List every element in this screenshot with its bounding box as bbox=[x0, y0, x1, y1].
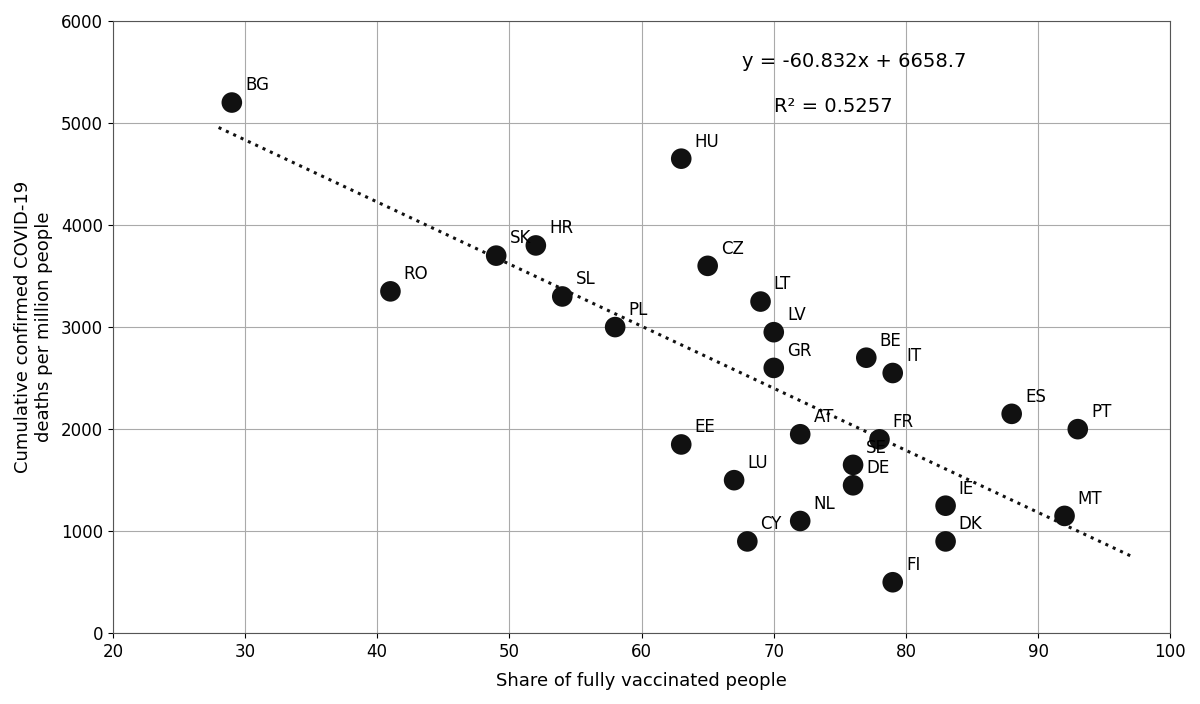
Text: IT: IT bbox=[906, 347, 922, 365]
Text: BG: BG bbox=[245, 76, 269, 94]
Point bbox=[883, 367, 902, 379]
Text: DK: DK bbox=[959, 515, 983, 533]
Text: FI: FI bbox=[906, 556, 920, 574]
Point bbox=[1055, 510, 1074, 522]
Text: LT: LT bbox=[774, 275, 791, 294]
Text: MT: MT bbox=[1078, 490, 1103, 508]
Point bbox=[606, 322, 625, 333]
Point bbox=[883, 577, 902, 588]
Text: CY: CY bbox=[761, 515, 782, 533]
Text: BE: BE bbox=[880, 332, 901, 350]
Point bbox=[553, 291, 572, 302]
Point bbox=[764, 327, 784, 338]
Point bbox=[936, 536, 955, 547]
Text: LU: LU bbox=[748, 454, 768, 472]
Text: LV: LV bbox=[787, 306, 805, 324]
Point bbox=[698, 260, 718, 272]
Text: SE: SE bbox=[866, 439, 887, 457]
Text: R² = 0.5257: R² = 0.5257 bbox=[774, 97, 893, 116]
Point bbox=[1002, 408, 1021, 420]
Text: SL: SL bbox=[576, 270, 595, 289]
Text: NL: NL bbox=[814, 495, 835, 513]
Point bbox=[857, 352, 876, 363]
Point bbox=[764, 363, 784, 374]
Point bbox=[751, 296, 770, 307]
Point bbox=[936, 500, 955, 511]
Text: AT: AT bbox=[814, 408, 834, 426]
Point bbox=[725, 474, 744, 486]
Point bbox=[844, 459, 863, 470]
Point bbox=[527, 240, 546, 251]
Text: SK: SK bbox=[510, 230, 530, 248]
Point bbox=[738, 536, 757, 547]
Point bbox=[672, 153, 691, 164]
X-axis label: Share of fully vaccinated people: Share of fully vaccinated people bbox=[496, 672, 787, 690]
Text: HR: HR bbox=[550, 219, 574, 237]
Point bbox=[486, 250, 505, 261]
Y-axis label: Cumulative confirmed COVID-19
deaths per million people: Cumulative confirmed COVID-19 deaths per… bbox=[14, 181, 53, 473]
Text: y = -60.832x + 6658.7: y = -60.832x + 6658.7 bbox=[742, 51, 966, 70]
Text: GR: GR bbox=[787, 341, 811, 360]
Text: PT: PT bbox=[1091, 403, 1111, 421]
Point bbox=[844, 479, 863, 491]
Text: CZ: CZ bbox=[721, 239, 744, 258]
Text: ES: ES bbox=[1025, 388, 1045, 406]
Text: DE: DE bbox=[866, 459, 889, 477]
Point bbox=[870, 434, 889, 445]
Text: RO: RO bbox=[403, 265, 428, 283]
Point bbox=[1068, 424, 1087, 435]
Text: PL: PL bbox=[629, 301, 648, 319]
Point bbox=[791, 429, 810, 440]
Point bbox=[380, 286, 400, 297]
Point bbox=[791, 515, 810, 527]
Text: HU: HU bbox=[695, 132, 719, 151]
Point bbox=[222, 97, 241, 108]
Text: EE: EE bbox=[695, 418, 715, 436]
Point bbox=[672, 439, 691, 450]
Text: FR: FR bbox=[893, 413, 914, 431]
Text: IE: IE bbox=[959, 479, 974, 498]
